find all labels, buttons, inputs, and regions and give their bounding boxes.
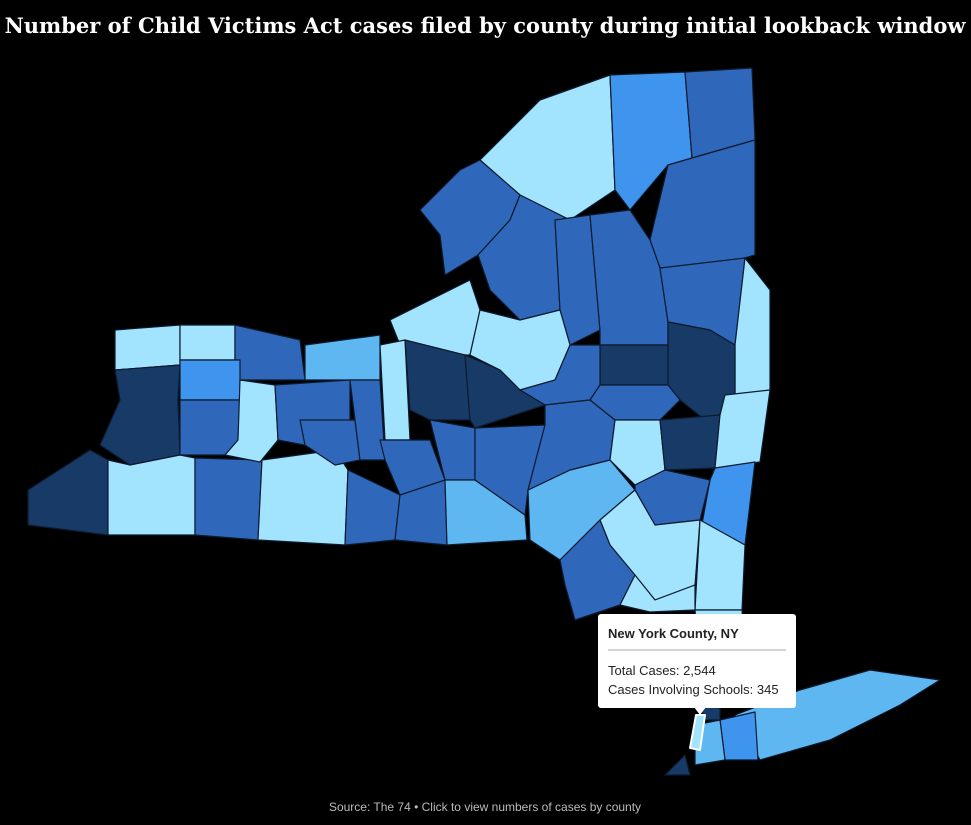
county[interactable]	[27, 449, 109, 536]
tooltip-title: New York County, NY	[608, 626, 739, 641]
county[interactable]	[659, 414, 721, 471]
county[interactable]	[179, 324, 236, 361]
county[interactable]	[114, 324, 181, 371]
tooltip-box	[598, 614, 796, 708]
county[interactable]	[719, 711, 759, 761]
county[interactable]	[234, 324, 306, 381]
county[interactable]	[99, 364, 181, 466]
county[interactable]	[714, 389, 771, 469]
county[interactable]	[304, 334, 381, 381]
county[interactable]	[404, 339, 471, 421]
county[interactable]	[344, 469, 401, 546]
tooltip: New York County, NY Total Cases: 2,544 C…	[598, 614, 796, 715]
county[interactable]	[444, 479, 528, 546]
county[interactable]	[107, 454, 196, 536]
county[interactable]	[554, 214, 601, 346]
county[interactable]	[734, 669, 941, 761]
county[interactable]	[619, 574, 696, 613]
tooltip-line: Cases Involving Schools: 345	[608, 682, 779, 697]
county[interactable]	[179, 399, 241, 456]
county[interactable]	[689, 714, 706, 751]
county[interactable]	[299, 419, 361, 466]
county[interactable]	[179, 359, 241, 401]
source-note[interactable]: Source: The 74 • Click to view numbers o…	[329, 800, 641, 814]
map-title: Number of Child Victims Act cases filed …	[5, 13, 967, 38]
county-map	[27, 67, 941, 776]
county[interactable]	[599, 344, 669, 386]
county[interactable]	[664, 754, 691, 776]
tooltip-line: Total Cases: 2,544	[608, 663, 716, 678]
county[interactable]	[194, 457, 263, 541]
tooltip-pointer	[694, 707, 706, 715]
